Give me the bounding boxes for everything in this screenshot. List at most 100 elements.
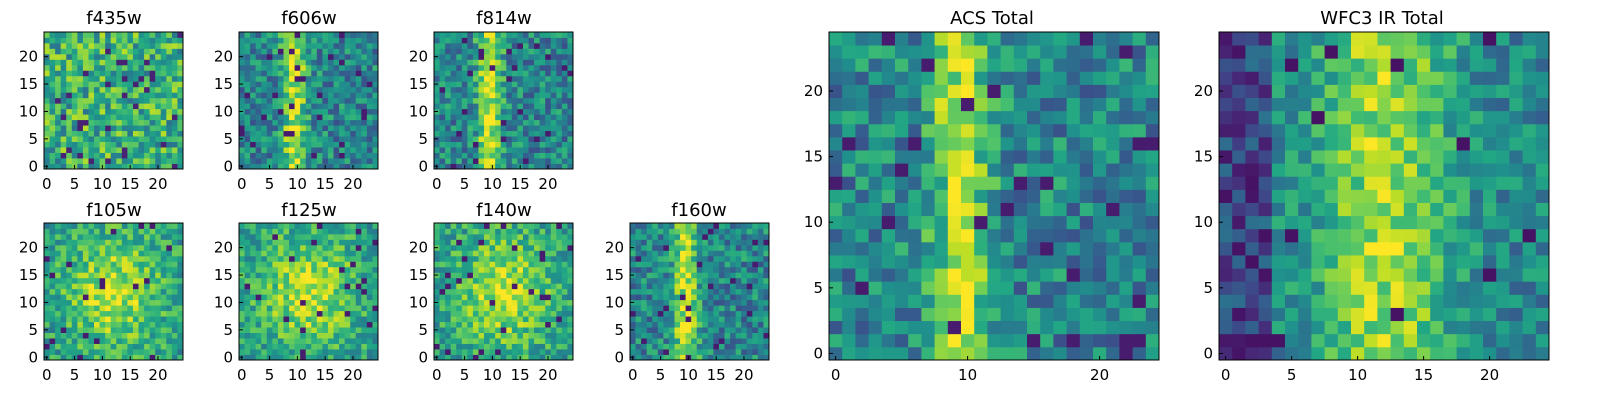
- heatmap-cell: [556, 37, 563, 44]
- heatmap-cell: [71, 32, 78, 38]
- heatmap-cell: [333, 114, 340, 121]
- heatmap-cell: [55, 119, 62, 126]
- heatmap-cell: [327, 343, 334, 350]
- heatmap-cell: [77, 64, 84, 71]
- heatmap-cell: [506, 261, 513, 268]
- heatmap-cell: [138, 255, 145, 262]
- heatmap-cell: [1000, 150, 1015, 164]
- heatmap-cell: [149, 119, 156, 126]
- heatmap-cell: [121, 136, 128, 142]
- heatmap-cell: [484, 283, 490, 290]
- heatmap-cell: [545, 338, 552, 344]
- heatmap-cell: [691, 244, 698, 251]
- heatmap-cell: [99, 250, 106, 257]
- heatmap-cell: [350, 223, 357, 229]
- heatmap-cell: [763, 283, 770, 290]
- heatmap-cell: [160, 53, 167, 60]
- heatmap-cell: [138, 59, 145, 66]
- heatmap-cell: [467, 321, 474, 328]
- heatmap-cell: [1119, 241, 1133, 256]
- heatmap-cell: [434, 32, 440, 38]
- heatmap-cell: [316, 59, 323, 66]
- heatmap-cell: [116, 163, 123, 170]
- heatmap-cell: [55, 130, 62, 137]
- heatmap-cell: [746, 255, 753, 262]
- heatmap-cell: [545, 119, 552, 126]
- heatmap-cell: [60, 321, 67, 328]
- heatmap-cell: [1066, 294, 1081, 308]
- heatmap-cell: [166, 108, 173, 115]
- heatmap-cell: [522, 48, 529, 55]
- heatmap-cell: [339, 125, 346, 132]
- heatmap-cell: [166, 86, 173, 93]
- heatmap-cell: [105, 152, 112, 159]
- heatmap-cell: [495, 305, 502, 312]
- heatmap-cell: [327, 244, 334, 251]
- heatmap-cell: [691, 223, 698, 229]
- heatmap-cell: [567, 81, 574, 88]
- heatmap-cell: [322, 244, 329, 251]
- heatmap-cell: [522, 103, 529, 110]
- heatmap-cell: [155, 255, 162, 262]
- heatmap-cell: [277, 81, 284, 88]
- heatmap-cell: [489, 338, 496, 344]
- heatmap-cell: [339, 299, 346, 306]
- heatmap-cell: [895, 255, 909, 269]
- heatmap-cell: [881, 163, 896, 177]
- heatmap-cell: [718, 261, 725, 268]
- heatmap-cell: [333, 152, 340, 159]
- heatmap-cell: [239, 119, 245, 126]
- heatmap-cell: [138, 119, 145, 126]
- heatmap-cell: [646, 233, 653, 240]
- heatmap-cell: [250, 48, 257, 55]
- heatmap-cell: [322, 261, 329, 268]
- heatmap-cell: [1079, 189, 1094, 203]
- heatmap-cell: [110, 141, 117, 148]
- heatmap-cell: [635, 239, 642, 246]
- heatmap-cell: [333, 223, 340, 229]
- heatmap-cell: [272, 250, 279, 257]
- heatmap-cell: [333, 86, 340, 93]
- heatmap-cell: [316, 288, 323, 295]
- heatmap-cell: [289, 327, 295, 333]
- heatmap-cell: [121, 316, 128, 323]
- heatmap-cell: [545, 48, 552, 55]
- heatmap-cell: [713, 332, 720, 339]
- heatmap-cell: [735, 338, 742, 344]
- heatmap-cell: [361, 343, 368, 350]
- heatmap-cell: [630, 233, 636, 240]
- heatmap-cell: [500, 233, 507, 240]
- heatmap-cell: [456, 338, 463, 344]
- heatmap-cell: [908, 150, 922, 164]
- heatmap-cell: [478, 277, 485, 284]
- heatmap-cell: [1119, 163, 1133, 177]
- heatmap-cell: [635, 338, 642, 344]
- heatmap-cell: [752, 283, 759, 290]
- heatmap-cell: [511, 103, 518, 110]
- heatmap-cell: [630, 228, 636, 235]
- heatmap-cell: [528, 266, 535, 273]
- heatmap-cell: [266, 343, 273, 350]
- heatmap-cell: [350, 81, 357, 88]
- heatmap-cell: [121, 250, 128, 257]
- heatmap-cell: [528, 332, 535, 339]
- heatmap-cell: [294, 114, 301, 121]
- heatmap-cell: [517, 277, 524, 284]
- heatmap-cell: [110, 228, 117, 235]
- heatmap-cell: [724, 299, 731, 306]
- heatmap-cell: [757, 294, 764, 301]
- heatmap-cell: [244, 103, 251, 110]
- heatmap-cell: [696, 261, 703, 268]
- heatmap-cell: [456, 228, 463, 235]
- heatmap-cell: [741, 294, 748, 301]
- heatmap-cell: [71, 233, 78, 240]
- heatmap-cell: [333, 250, 340, 257]
- heatmap-cell: [272, 283, 279, 290]
- heatmap-cell: [250, 354, 257, 361]
- heatmap-cell: [545, 316, 552, 323]
- heatmap-cell: [842, 136, 856, 151]
- heatmap-cell: [144, 32, 151, 38]
- heatmap-cell: [82, 223, 89, 229]
- heatmap-cell: [556, 86, 563, 93]
- heatmap-cell: [327, 125, 334, 132]
